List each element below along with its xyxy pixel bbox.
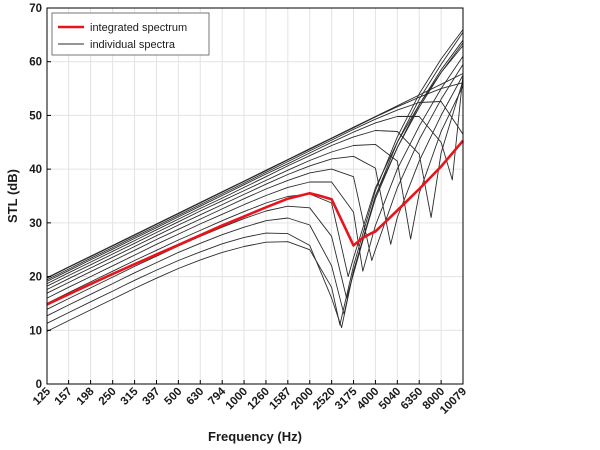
plot-frame	[46, 7, 464, 385]
individual-spectra-lines	[46, 29, 464, 332]
x-tick-label: 157	[53, 386, 75, 408]
individual-spectrum-line	[46, 82, 464, 279]
x-tick-label: 500	[162, 386, 184, 408]
y-tick-label: 0	[36, 379, 42, 391]
integrated-spectrum-path	[46, 139, 464, 306]
individual-spectrum-line	[46, 29, 464, 332]
legend-label-integrated: integrated spectrum	[90, 22, 187, 34]
x-tick-label: 1260	[245, 386, 272, 413]
individual-spectrum-line	[46, 101, 464, 281]
x-tick-label: 5040	[377, 386, 404, 413]
y-tick-label: 50	[29, 110, 42, 122]
individual-spectrum-line	[46, 56, 464, 299]
y-tick-label: 60	[29, 57, 42, 69]
legend-label-individual: individual spectra	[90, 39, 176, 51]
individual-spectrum-line	[46, 39, 464, 317]
legend: integrated spectrum individual spectra	[51, 12, 210, 56]
y-axis-ticks: 0 10 20 30 40 50 60 70	[29, 3, 51, 391]
x-tick-label: 397	[141, 386, 163, 408]
individual-spectrum-line	[46, 64, 464, 294]
individual-spectrum-line	[46, 45, 464, 304]
y-axis-label: STL (dB)	[5, 169, 20, 223]
individual-spectrum-line	[46, 80, 464, 285]
individual-spectrum-line	[46, 85, 464, 287]
x-tick-label: 315	[119, 385, 141, 407]
y-tick-label: 40	[29, 164, 42, 176]
integrated-spectrum-line	[46, 139, 464, 306]
x-tick-label: 198	[75, 385, 97, 407]
plot-background	[47, 8, 463, 384]
x-tick-label: 4000	[355, 386, 382, 413]
x-tick-label: 125	[31, 385, 53, 407]
y-tick-label: 10	[29, 325, 42, 337]
y-tick-label: 70	[29, 3, 42, 15]
x-tick-label: 3175	[333, 385, 360, 412]
individual-spectrum-line	[46, 31, 464, 329]
individual-spectrum-line	[46, 73, 464, 279]
x-tick-label: 630	[184, 386, 206, 408]
x-tick-label: 250	[97, 386, 119, 408]
x-tick-label: 2520	[311, 386, 338, 413]
individual-spectrum-line	[46, 74, 464, 290]
y-tick-label: 30	[29, 218, 42, 230]
y-tick-label: 20	[29, 272, 42, 284]
legend-box	[51, 12, 210, 56]
x-axis-label: Frequency (Hz)	[208, 429, 302, 444]
x-axis-ticks: 125 157 198 250 315 397 500 630 7941000126015872…	[31, 380, 469, 417]
x-tick-label: 1000	[224, 386, 251, 413]
x-tick-label: 1587	[267, 386, 294, 413]
x-tick-label: 6350	[399, 386, 426, 413]
x-tick-label: 2000	[289, 386, 316, 413]
